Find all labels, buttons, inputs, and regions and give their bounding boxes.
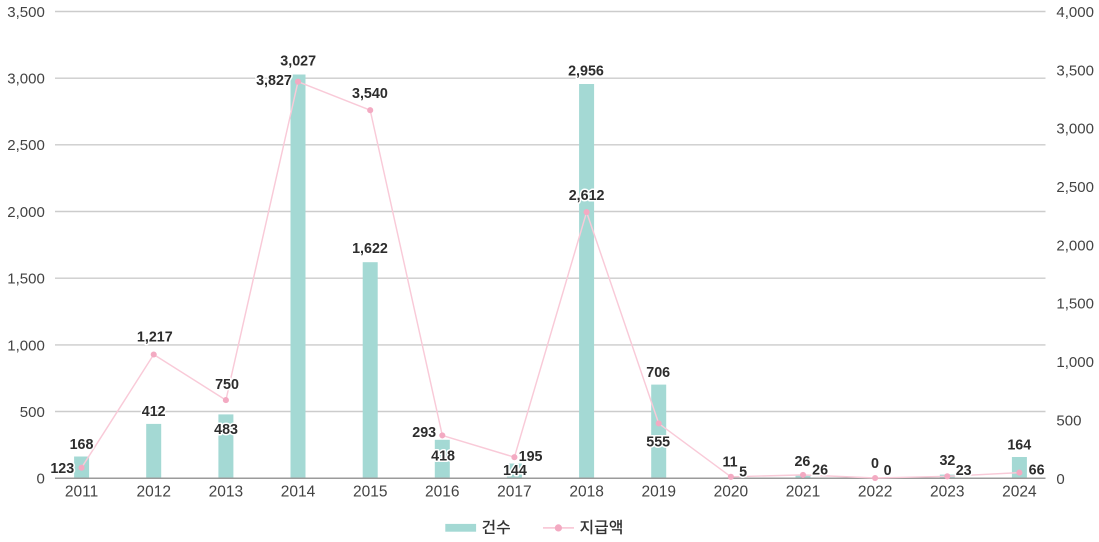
svg-text:500: 500 xyxy=(1056,412,1081,429)
svg-text:706: 706 xyxy=(646,365,670,381)
svg-text:2012: 2012 xyxy=(136,484,170,501)
svg-text:144: 144 xyxy=(503,463,527,479)
svg-text:2,956: 2,956 xyxy=(568,63,604,79)
svg-text:195: 195 xyxy=(519,449,543,465)
svg-text:2,500: 2,500 xyxy=(1056,179,1094,196)
svg-text:3,027: 3,027 xyxy=(280,54,316,70)
svg-text:2018: 2018 xyxy=(569,484,603,501)
svg-text:1,000: 1,000 xyxy=(7,337,45,354)
svg-text:5: 5 xyxy=(739,465,747,481)
svg-text:26: 26 xyxy=(812,462,828,478)
svg-text:3,540: 3,540 xyxy=(352,86,388,102)
svg-text:1,500: 1,500 xyxy=(1056,296,1094,313)
svg-text:1,000: 1,000 xyxy=(1056,354,1094,371)
svg-text:483: 483 xyxy=(214,422,238,438)
svg-text:26: 26 xyxy=(794,454,810,470)
svg-text:2019: 2019 xyxy=(641,484,675,501)
svg-text:2,000: 2,000 xyxy=(1056,237,1094,254)
svg-text:555: 555 xyxy=(646,434,670,450)
svg-text:11: 11 xyxy=(722,455,737,471)
svg-text:0: 0 xyxy=(36,471,44,488)
svg-text:1,622: 1,622 xyxy=(352,241,388,257)
svg-text:2020: 2020 xyxy=(714,484,749,501)
svg-text:2,000: 2,000 xyxy=(7,204,45,221)
svg-text:2014: 2014 xyxy=(281,484,316,501)
svg-text:750: 750 xyxy=(215,377,239,393)
svg-text:4,000: 4,000 xyxy=(1056,4,1094,21)
svg-text:500: 500 xyxy=(20,404,45,421)
svg-text:2017: 2017 xyxy=(497,484,531,501)
svg-text:3,000: 3,000 xyxy=(7,71,45,88)
svg-text:23: 23 xyxy=(956,463,972,479)
svg-text:3,827: 3,827 xyxy=(256,73,292,89)
svg-text:418: 418 xyxy=(431,449,455,465)
svg-text:164: 164 xyxy=(1007,438,1031,454)
svg-text:1,217: 1,217 xyxy=(137,329,173,345)
svg-text:2021: 2021 xyxy=(786,484,820,501)
svg-text:2022: 2022 xyxy=(858,484,892,501)
svg-text:2013: 2013 xyxy=(209,484,243,501)
svg-text:168: 168 xyxy=(70,437,94,453)
svg-text:0: 0 xyxy=(871,456,879,472)
svg-text:0: 0 xyxy=(884,463,892,479)
svg-text:2023: 2023 xyxy=(930,484,964,501)
svg-text:3,500: 3,500 xyxy=(7,4,45,21)
svg-text:412: 412 xyxy=(142,404,166,420)
svg-text:2024: 2024 xyxy=(1002,484,1037,501)
svg-text:1,500: 1,500 xyxy=(7,271,45,288)
svg-text:32: 32 xyxy=(939,453,955,469)
svg-text:2,612: 2,612 xyxy=(569,188,605,204)
svg-text:293: 293 xyxy=(412,425,436,441)
svg-text:3,000: 3,000 xyxy=(1056,121,1094,138)
svg-text:3,500: 3,500 xyxy=(1056,62,1094,79)
svg-text:2011: 2011 xyxy=(65,484,98,501)
svg-text:123: 123 xyxy=(50,461,74,477)
svg-text:0: 0 xyxy=(1056,471,1064,488)
svg-text:66: 66 xyxy=(1029,462,1045,478)
svg-text:2,500: 2,500 xyxy=(7,137,45,154)
svg-text:2015: 2015 xyxy=(353,484,387,501)
svg-text:2016: 2016 xyxy=(425,484,459,501)
